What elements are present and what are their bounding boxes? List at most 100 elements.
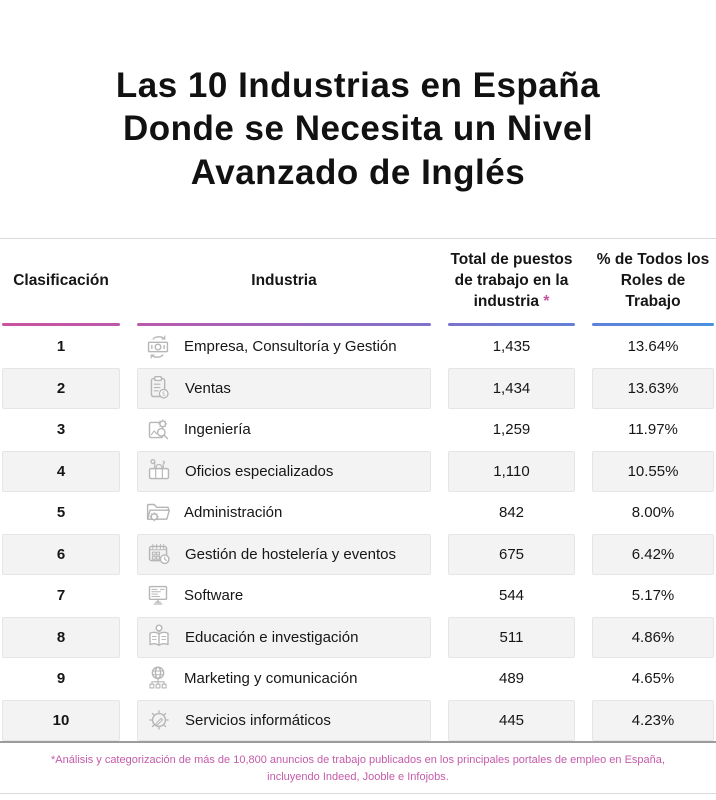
industry-cell: Software bbox=[137, 575, 431, 617]
monitor-code-icon bbox=[141, 579, 175, 613]
rank-value: 10 bbox=[52, 711, 70, 729]
jobs-value: 842 bbox=[498, 504, 525, 522]
column-header-total-puestos: Total de puestos de trabajo en la indust… bbox=[448, 250, 575, 313]
table-row: 9 Marketing y comunicación 489 4.65% bbox=[2, 658, 714, 700]
percent-cell: 4.86% bbox=[592, 616, 714, 659]
rank-cell: 6 bbox=[2, 533, 120, 576]
top-divider bbox=[0, 238, 716, 240]
table-row: 3 Ingeniería 1,259 11.97% bbox=[2, 409, 714, 451]
jobs-value: 489 bbox=[498, 670, 525, 688]
jobs-cell: 489 bbox=[448, 658, 575, 700]
table-row: 1 Empresa, Consultoría y Gestión 1,435 1… bbox=[2, 326, 714, 368]
jobs-cell: 842 bbox=[448, 492, 575, 534]
rank-cell: 9 bbox=[2, 658, 120, 700]
book-lightbulb-icon bbox=[142, 620, 176, 654]
jobs-value: 1,434 bbox=[492, 379, 531, 397]
rank-cell: 4 bbox=[2, 450, 120, 493]
table-row: 8 Educación e investigación 511 4.86% bbox=[2, 616, 714, 659]
percent-value: 13.63% bbox=[627, 379, 679, 397]
jobs-value: 1,259 bbox=[492, 421, 531, 439]
industries-table: Clasificación Industria Total de puestos… bbox=[2, 239, 714, 742]
percent-value: 10.55% bbox=[627, 462, 679, 480]
rank-cell: 7 bbox=[2, 575, 120, 617]
jobs-value: 445 bbox=[498, 711, 525, 729]
percent-cell: 8.00% bbox=[592, 492, 714, 534]
header-gradient-underline bbox=[2, 323, 714, 327]
industry-label: Administración bbox=[184, 504, 283, 522]
industry-cell: Oficios especializados bbox=[137, 450, 431, 493]
table-body: 1 Empresa, Consultoría y Gestión 1,435 1… bbox=[2, 326, 714, 742]
percent-value: 6.42% bbox=[631, 545, 675, 563]
rank-value: 4 bbox=[56, 462, 66, 480]
table-header-row: Clasificación Industria Total de puestos… bbox=[2, 239, 714, 323]
industry-label: Marketing y comunicación bbox=[184, 670, 358, 688]
globe-network-icon bbox=[141, 662, 175, 696]
table-row: 4 Oficios especializados 1,110 10.55% bbox=[2, 450, 714, 493]
percent-cell: 11.97% bbox=[592, 409, 714, 451]
percent-cell: 4.65% bbox=[592, 658, 714, 700]
column-header-percent-roles: % de Todos los Roles de Trabajo bbox=[592, 250, 714, 313]
percent-value: 8.00% bbox=[631, 504, 675, 522]
table-row: 5 Administración 842 8.00% bbox=[2, 492, 714, 534]
rank-cell: 3 bbox=[2, 409, 120, 451]
percent-value: 4.65% bbox=[631, 670, 675, 688]
percent-cell: 10.55% bbox=[592, 450, 714, 493]
table-row: 7 Software 544 5.17% bbox=[2, 575, 714, 617]
jobs-cell: 511 bbox=[448, 616, 575, 659]
gradient-bar-2 bbox=[137, 323, 431, 327]
column-header-label: Clasificación bbox=[13, 271, 109, 289]
rank-cell: 10 bbox=[2, 699, 120, 742]
rank-value: 1 bbox=[56, 338, 66, 356]
calendar-clock-icon bbox=[142, 537, 176, 571]
table-row: 2 $ Ventas 1,434 13.63% bbox=[2, 367, 714, 410]
rank-value: 3 bbox=[56, 421, 66, 439]
jobs-value: 675 bbox=[498, 545, 525, 563]
rank-cell: 8 bbox=[2, 616, 120, 659]
bottom-divider bbox=[0, 793, 716, 795]
industry-cell: Administración bbox=[137, 492, 431, 534]
jobs-cell: 1,110 bbox=[448, 450, 575, 493]
industry-cell: Servicios informáticos bbox=[137, 699, 431, 742]
percent-cell: 6.42% bbox=[592, 533, 714, 576]
percent-cell: 13.64% bbox=[592, 326, 714, 368]
rank-value: 9 bbox=[56, 670, 66, 688]
svg-text:$: $ bbox=[162, 391, 166, 398]
rank-value: 2 bbox=[56, 379, 66, 397]
column-header-clasificacion: Clasificación bbox=[2, 271, 120, 292]
industry-label: Ventas bbox=[185, 379, 231, 397]
jobs-value: 544 bbox=[498, 587, 525, 605]
industry-label: Oficios especializados bbox=[185, 462, 334, 480]
folder-gear-icon bbox=[141, 496, 175, 530]
gradient-bar-1 bbox=[2, 323, 120, 327]
rank-value: 7 bbox=[56, 587, 66, 605]
jobs-value: 1,435 bbox=[492, 338, 531, 356]
footnote: *Análisis y categorización de más de 10,… bbox=[51, 754, 665, 784]
percent-cell: 13.63% bbox=[592, 367, 714, 410]
column-header-industria: Industria bbox=[137, 271, 431, 292]
jobs-cell: 1,434 bbox=[448, 367, 575, 410]
jobs-value: 511 bbox=[499, 628, 524, 646]
percent-value: 13.64% bbox=[627, 338, 679, 356]
jobs-cell: 675 bbox=[448, 533, 575, 576]
industry-cell: Marketing y comunicación bbox=[137, 658, 431, 700]
column-header-label: Industria bbox=[251, 271, 317, 289]
rank-value: 8 bbox=[56, 628, 66, 646]
industry-cell: Ingeniería bbox=[137, 409, 431, 451]
rank-cell: 1 bbox=[2, 326, 120, 368]
gradient-bar-3 bbox=[448, 323, 575, 327]
jobs-cell: 445 bbox=[448, 699, 575, 742]
rank-cell: 5 bbox=[2, 492, 120, 534]
industry-label: Gestión de hostelería y eventos bbox=[185, 545, 396, 563]
percent-cell: 5.17% bbox=[592, 575, 714, 617]
rank-value: 5 bbox=[56, 504, 66, 522]
table-row: 10 Servicios informáticos 445 4.23% bbox=[2, 699, 714, 742]
toolbox-icon bbox=[142, 454, 176, 488]
table-bottom-divider bbox=[0, 741, 716, 744]
industry-label: Ingeniería bbox=[184, 421, 251, 439]
jobs-cell: 544 bbox=[448, 575, 575, 617]
column-header-label: Total de puestos de trabajo en la indust… bbox=[450, 250, 573, 310]
rank-value: 6 bbox=[56, 545, 66, 563]
industry-label: Software bbox=[184, 587, 244, 605]
jobs-cell: 1,259 bbox=[448, 409, 575, 451]
